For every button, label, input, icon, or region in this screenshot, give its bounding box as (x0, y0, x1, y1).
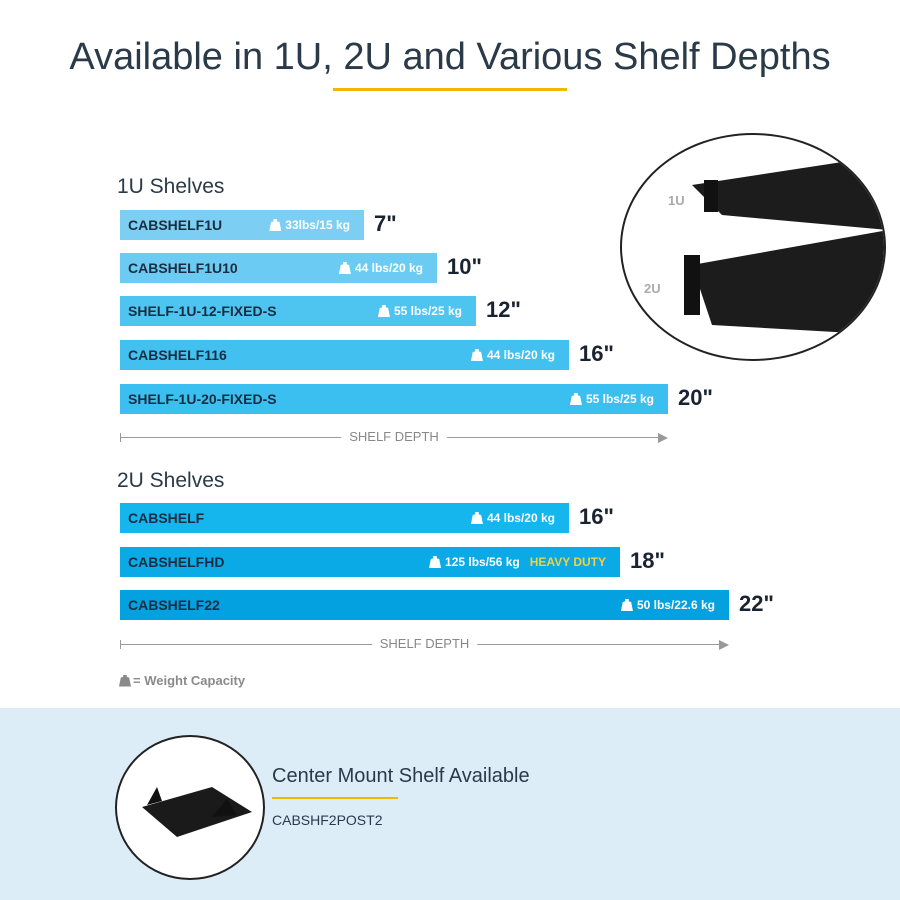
shelf-sku: SHELF-1U-12-FIXED-S (128, 303, 277, 319)
capacity: 44 lbs/20 kg (470, 348, 555, 362)
capacity-value: 33lbs/15 kg (285, 218, 350, 232)
heavy-duty-badge: HEAVY DUTY (529, 555, 606, 569)
weight-icon (569, 393, 582, 405)
shelf-depth: 20" (678, 385, 713, 410)
label-1u: 1U (668, 193, 685, 208)
title-underline (333, 88, 567, 91)
shelf-bar: SHELF-1U-12-FIXED-S 55 lbs/25 kg (120, 296, 476, 326)
shelf-sku: SHELF-1U-20-FIXED-S (128, 391, 277, 407)
capacity: 50 lbs/22.6 kg (620, 598, 715, 612)
shelf-sku: CABSHELF1U (128, 217, 223, 233)
capacity: 33lbs/15 kg (269, 218, 350, 232)
shelf-depth-axis-1u: SHELF DEPTH (120, 429, 668, 444)
shelf-1u-2u-illustration: 1U 2U (620, 133, 886, 361)
shelf-depth-axis-2u: SHELF DEPTH (120, 636, 729, 651)
legend: = Weight Capacity (119, 673, 245, 688)
capacity: 125 lbs/56 kg HEAVY DUTY (429, 555, 606, 569)
capacity-value: 44 lbs/20 kg (486, 511, 555, 525)
shelf-sku: CABSHELF (128, 510, 205, 526)
capacity: 55 lbs/25 kg (569, 392, 654, 406)
label-2u: 2U (644, 281, 661, 296)
page-title: Available in 1U, 2U and Various Shelf De… (69, 36, 831, 78)
capacity: 44 lbs/20 kg (470, 511, 555, 525)
shelf-depth: 10" (447, 254, 482, 279)
shelf-depth: 16" (579, 504, 614, 529)
shelf-depth: 7" (374, 211, 397, 236)
weight-icon (119, 674, 131, 687)
shelf-sku: CABSHELFHD (128, 554, 225, 570)
center-mount-title: Center Mount Shelf Available (272, 765, 530, 787)
weight-icon (338, 262, 351, 274)
axis-label: SHELF DEPTH (371, 636, 478, 651)
shelf-depth: 18" (630, 548, 665, 573)
center-mount-underline (272, 797, 398, 799)
center-mount-shelf-image (115, 735, 265, 880)
shelf-sku: CABSHELF22 (128, 597, 220, 613)
shelf-bar: CABSHELF1U 33lbs/15 kg (120, 210, 364, 240)
weight-icon (377, 305, 390, 317)
shelf-bar: SHELF-1U-20-FIXED-S 55 lbs/25 kg (120, 384, 668, 414)
capacity-value: 55 lbs/25 kg (585, 392, 654, 406)
capacity-value: 44 lbs/20 kg (486, 348, 555, 362)
weight-icon (620, 599, 633, 611)
shelf-depth: 22" (739, 591, 774, 616)
capacity: 44 lbs/20 kg (338, 261, 423, 275)
shelf-bar: CABSHELFHD 125 lbs/56 kg HEAVY DUTY (120, 547, 620, 577)
shelf-bar: CABSHELF 44 lbs/20 kg (120, 503, 569, 533)
shelf-sku: CABSHELF116 (128, 347, 227, 363)
shelf-bar: CABSHELF116 44 lbs/20 kg (120, 340, 569, 370)
capacity: 55 lbs/25 kg (377, 304, 462, 318)
shelf-sku: CABSHELF1U10 (128, 260, 238, 276)
weight-icon (470, 512, 483, 524)
weight-icon (470, 349, 483, 361)
capacity-value: 50 lbs/22.6 kg (636, 598, 715, 612)
capacity-value: 55 lbs/25 kg (393, 304, 462, 318)
weight-icon (429, 556, 442, 568)
legend-text: = Weight Capacity (133, 673, 246, 688)
shelf-depth: 12" (486, 297, 521, 322)
weight-icon (269, 219, 282, 231)
axis-label: SHELF DEPTH (341, 429, 447, 444)
shelf-bar: CABSHELF1U10 44 lbs/20 kg (120, 253, 437, 283)
section-1u-title: 1U Shelves (117, 175, 225, 198)
section-2u-title: 2U Shelves (117, 469, 225, 492)
center-mount-sku: CABSHF2POST2 (272, 812, 383, 828)
shelf-depth: 16" (579, 341, 614, 366)
capacity-value: 125 lbs/56 kg (445, 555, 520, 569)
shelf-bar: CABSHELF22 50 lbs/22.6 kg (120, 590, 729, 620)
capacity-value: 44 lbs/20 kg (354, 261, 423, 275)
